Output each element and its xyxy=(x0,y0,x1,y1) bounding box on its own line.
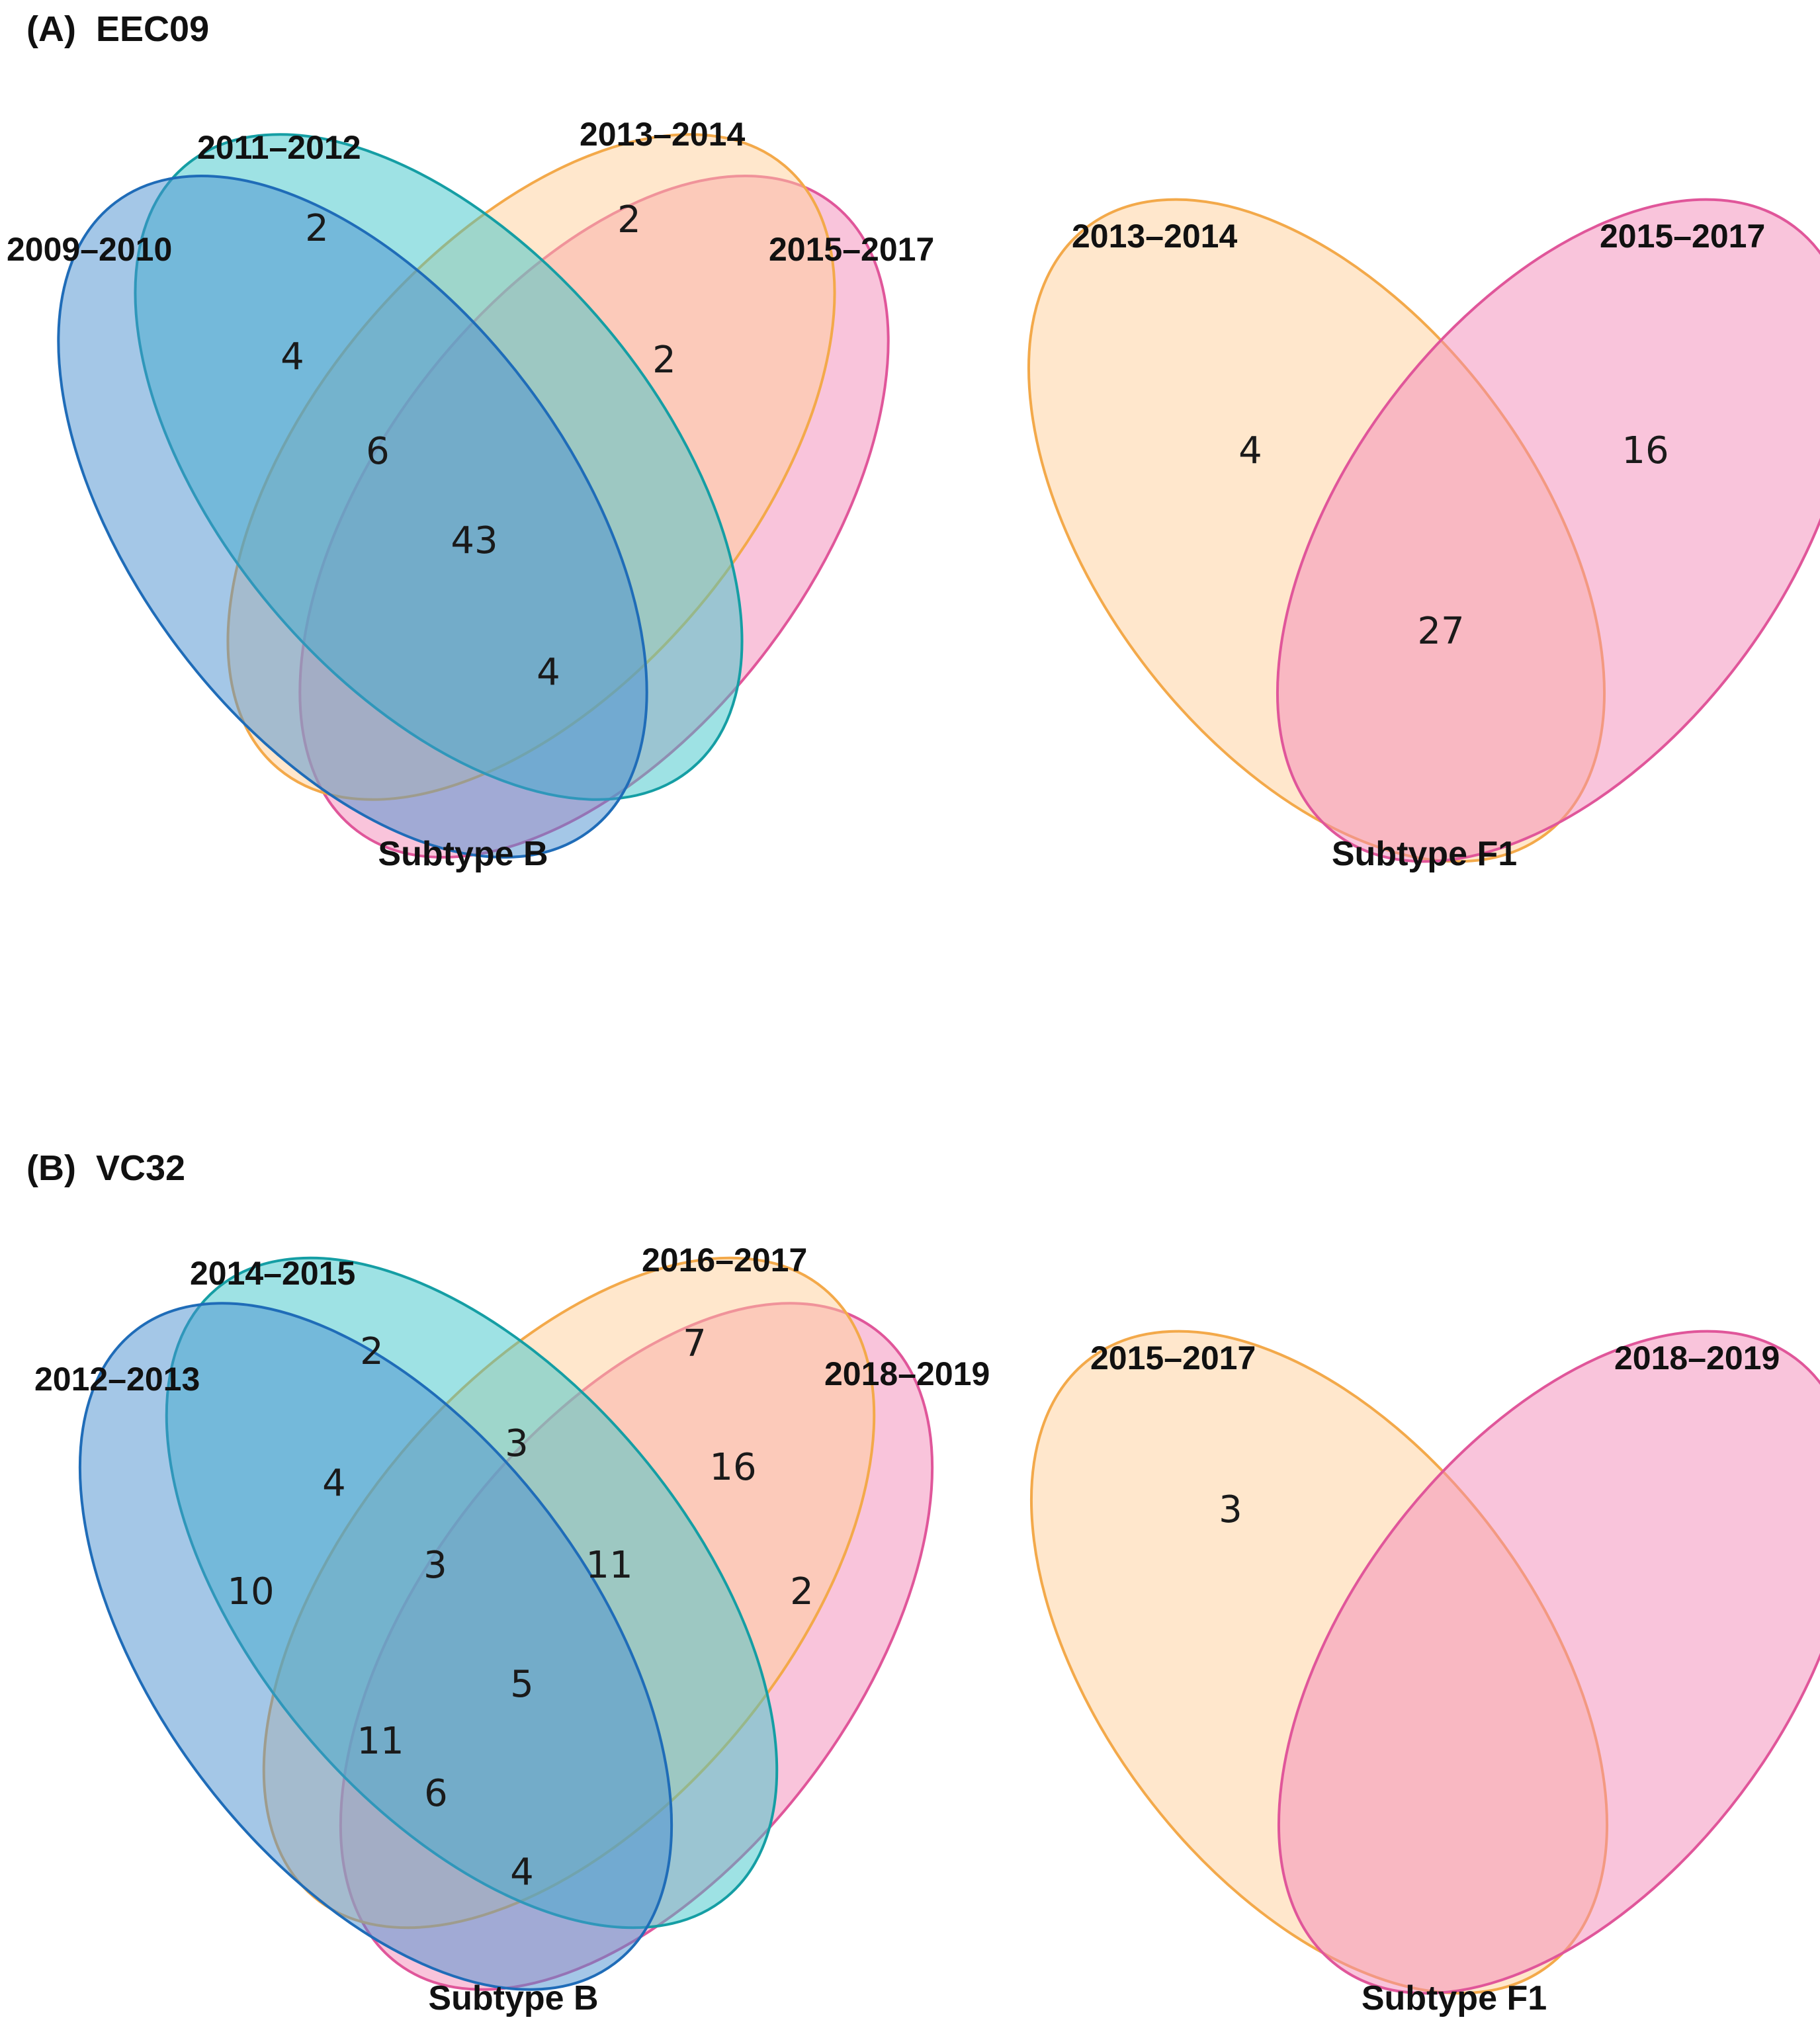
subtype-b-caption: Subtype B xyxy=(378,835,548,873)
set-label-2014-2015: 2014–2015 xyxy=(190,1255,355,1292)
set-label-2015-2017: 2015–2017 xyxy=(1090,1339,1256,1377)
region-count: 2 xyxy=(652,339,676,382)
region-count: 43 xyxy=(451,519,498,562)
region-count: 4 xyxy=(1238,429,1262,472)
set-2012-2013-ellipse xyxy=(78,1302,673,1991)
set-label-2018-2019: 2018–2019 xyxy=(824,1355,990,1392)
region-count: 2 xyxy=(305,207,329,250)
set-label-2015-2017: 2015–2017 xyxy=(1600,218,1765,255)
region-count: 3 xyxy=(1219,1488,1242,1531)
region-count: 6 xyxy=(424,1772,448,1815)
set-label-2018-2019: 2018–2019 xyxy=(1614,1339,1780,1377)
panel-b-title: VC32 xyxy=(96,1148,185,1188)
panel-a: (A) EEC09 2009–2010 2011–2012 2013–2014 … xyxy=(7,9,1820,873)
set-label-2013-2014: 2013–2014 xyxy=(1072,218,1237,255)
panel-b-label: (B) xyxy=(26,1148,76,1188)
region-count: 4 xyxy=(537,651,560,694)
panel-a-subtype-b-venn: 2009–2010 2011–2012 2013–2014 2015–2017 … xyxy=(7,116,934,873)
region-count: 4 xyxy=(510,1851,534,1894)
set-2015-2017-ellipse xyxy=(1276,198,1820,863)
panel-b-subtype-f1-venn: 2015–2017 2018–2019 3 Subtype F1 xyxy=(1030,1330,1820,2017)
subtype-b-caption: Subtype B xyxy=(428,1979,598,2017)
region-count: 4 xyxy=(281,335,304,378)
region-count: 10 xyxy=(227,1570,274,1613)
region-count: 16 xyxy=(709,1446,756,1489)
region-count: 7 xyxy=(683,1322,707,1365)
region-count: 3 xyxy=(505,1422,529,1465)
set-label-2012-2013: 2012–2013 xyxy=(34,1361,200,1398)
set-label-2015-2017: 2015–2017 xyxy=(769,231,934,268)
panel-a-title: EEC09 xyxy=(96,9,209,49)
region-count: 11 xyxy=(585,1544,632,1587)
region-count: 4 xyxy=(322,1462,346,1505)
panel-b-subtype-b-venn: 2012–2013 2014–2015 2016–2017 2018–2019 … xyxy=(34,1242,990,2017)
set-label-2013-2014: 2013–2014 xyxy=(580,116,745,153)
region-count: 5 xyxy=(510,1663,534,1706)
region-count: 11 xyxy=(357,1720,404,1763)
region-count: 16 xyxy=(1622,429,1668,472)
region-count: 2 xyxy=(617,198,641,241)
panel-b: (B) VC32 2012–2013 2014–2015 2016–2017 2… xyxy=(26,1148,1820,2017)
region-count: 27 xyxy=(1417,610,1464,653)
region-count: 2 xyxy=(790,1570,814,1613)
panel-a-label: (A) xyxy=(26,9,76,49)
set-2009-2010-ellipse xyxy=(57,174,648,859)
region-count: 2 xyxy=(360,1330,384,1373)
set-2018-2019-ellipse xyxy=(1278,1330,1820,1995)
region-count: 6 xyxy=(366,430,390,473)
set-label-2011-2012: 2011–2012 xyxy=(197,129,361,166)
panel-a-subtype-f1-venn: 2013–2014 2015–2017 4 16 27 Subtype F1 xyxy=(1027,198,1820,873)
subtype-f1-caption: Subtype F1 xyxy=(1362,1979,1547,2017)
subtype-f1-caption: Subtype F1 xyxy=(1332,835,1517,873)
set-label-2009-2010: 2009–2010 xyxy=(7,231,172,268)
set-label-2016-2017: 2016–2017 xyxy=(642,1242,807,1279)
region-count: 3 xyxy=(423,1544,447,1587)
